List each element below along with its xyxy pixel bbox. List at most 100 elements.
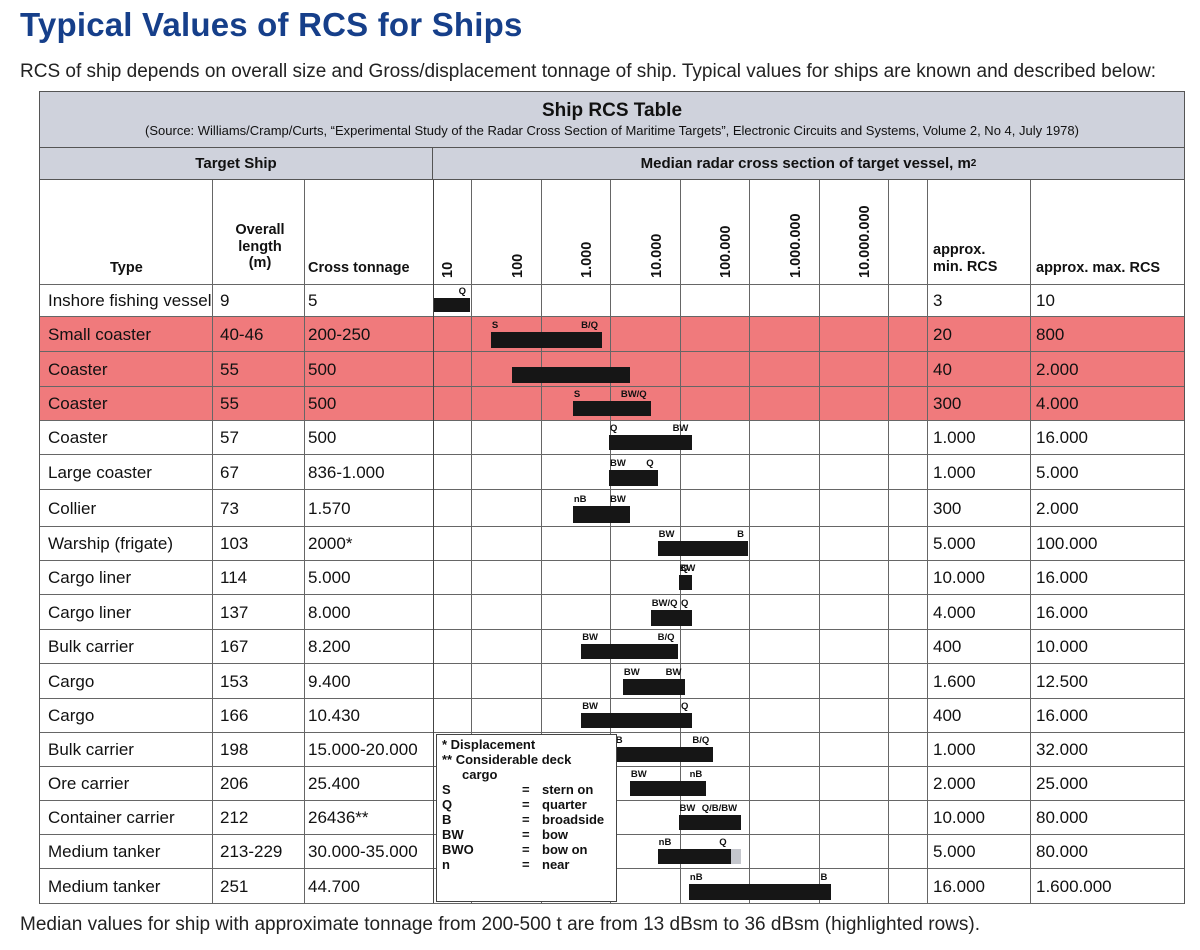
rcs-range-bar <box>657 849 731 864</box>
legend-note-displacement: * Displacement <box>442 737 536 752</box>
row-tonnage: 5.000 <box>308 568 351 587</box>
aspect-label: BW/Q <box>651 598 678 609</box>
rcs-range-bar <box>609 747 714 762</box>
row-tonnage: 5 <box>308 291 318 310</box>
row-type: Cargo liner <box>48 568 132 587</box>
row-type: Bulk carrier <box>48 740 134 759</box>
rcs-range-bar <box>688 884 832 900</box>
header-length-line2: length <box>238 238 282 255</box>
rcs-range-bar <box>572 506 630 523</box>
table-row <box>40 595 1184 630</box>
legend-code: n <box>442 857 450 872</box>
aspect-label: Q <box>681 598 689 609</box>
row-tonnage: 30.000-35.000 <box>308 842 418 861</box>
legend-code: Q <box>442 797 453 812</box>
aspect-label: nB <box>689 769 703 780</box>
row-max-rcs: 25.000 <box>1036 774 1088 793</box>
row-length: 251 <box>220 876 249 896</box>
aspect-label: Q <box>646 458 654 469</box>
row-max-rcs: 2.000 <box>1036 359 1079 379</box>
row-max-rcs: 12.500 <box>1036 671 1088 691</box>
row-tonnage: 500 <box>308 394 337 413</box>
row-min-rcs: 10.000 <box>933 808 985 827</box>
row-min-rcs: 1.600 <box>933 671 976 691</box>
column-divider <box>819 180 820 903</box>
scale-label: 10.000 <box>648 233 665 278</box>
row-tonnage: 836-1.000 <box>308 462 385 482</box>
row-length: 198 <box>220 740 249 759</box>
row-type: Cargo <box>48 706 95 725</box>
row-min-rcs: 3 <box>933 291 943 310</box>
column-divider <box>304 180 305 903</box>
row-length: 55 <box>220 394 239 413</box>
aspect-label: BW <box>623 667 640 678</box>
row-min-rcs: 40 <box>933 359 952 379</box>
legend-meaning: bow <box>542 827 568 842</box>
column-divider <box>610 180 611 903</box>
legend-item: S = stern on <box>442 782 611 797</box>
row-min-rcs: 5.000 <box>933 534 976 553</box>
rcs-range-bar <box>609 435 693 450</box>
legend-code: BW <box>442 827 464 842</box>
row-tonnage: 25.400 <box>308 774 360 793</box>
header-min-rcs: approx. min. RCS <box>933 242 1028 275</box>
header-type: Type <box>110 260 143 276</box>
legend-items: S = stern on Q = quarter B = broadside BW = bow BWO =… <box>442 782 611 872</box>
legend-code: BWO <box>442 842 474 857</box>
row-type: Ore carrier <box>48 774 130 793</box>
row-min-rcs: 10.000 <box>933 568 985 587</box>
row-max-rcs: 80.000 <box>1036 808 1088 827</box>
aspect-label: S <box>573 389 581 400</box>
scale-label: 10 <box>440 261 456 278</box>
column-divider <box>433 180 434 903</box>
row-max-rcs: 4.000 <box>1036 394 1079 413</box>
header-tonnage: Cross tonnage <box>308 260 410 276</box>
row-length: 212 <box>220 808 249 827</box>
table-banner: Ship RCS Table (Source: Williams/Cramp/C… <box>40 92 1184 148</box>
row-max-rcs: 16.000 <box>1036 568 1088 587</box>
ship-rcs-table: Ship RCS Table (Source: Williams/Cramp/C… <box>39 91 1185 904</box>
aspect-label: BW <box>630 769 647 780</box>
aspect-label: B <box>737 529 744 540</box>
row-length: 166 <box>220 706 249 725</box>
aspect-label: BW <box>610 494 626 505</box>
row-length: 167 <box>220 637 249 656</box>
row-length: 40-46 <box>220 324 264 344</box>
rcs-range-bar <box>511 367 630 383</box>
aspect-label: Q/B/BW <box>701 803 738 814</box>
aspect-label: BW <box>582 701 599 712</box>
rcs-range-bar <box>572 401 651 416</box>
aspect-label: Q <box>458 286 466 297</box>
table-row <box>40 561 1184 595</box>
aspect-label: B/Q <box>581 320 599 331</box>
table-title: Ship RCS Table <box>541 100 683 121</box>
aspect-label: B <box>820 872 828 883</box>
aspect-label: BW <box>582 632 599 643</box>
row-max-rcs: 32.000 <box>1036 740 1088 759</box>
aspect-label: nB <box>573 494 587 505</box>
row-type: Warship (frigate) <box>48 534 174 553</box>
row-type: Medium tanker <box>48 842 161 861</box>
row-type: Small coaster <box>48 324 151 344</box>
aspect-label: S <box>491 320 499 331</box>
row-type: Collier <box>48 498 97 518</box>
column-divider <box>749 180 750 903</box>
row-max-rcs: 2.000 <box>1036 498 1079 518</box>
row-length: 206 <box>220 774 249 793</box>
scale-label: 100.000 <box>718 225 734 278</box>
legend-meaning: near <box>542 857 570 872</box>
rcs-range-bar <box>622 679 686 695</box>
row-min-rcs: 400 <box>933 706 962 725</box>
aspect-label: BW <box>658 529 675 540</box>
row-min-rcs: 4.000 <box>933 602 976 622</box>
row-tonnage: 10.430 <box>308 706 360 725</box>
row-tonnage: 200-250 <box>308 324 371 344</box>
table-row <box>40 285 1184 317</box>
row-tonnage: 9.400 <box>308 671 351 691</box>
column-divider <box>212 180 213 903</box>
row-type: Large coaster <box>48 462 152 482</box>
rcs-range-bar <box>650 610 693 626</box>
column-divider <box>541 180 542 903</box>
legend-box: * Displacement ** Considerable deck carg… <box>436 734 617 902</box>
legend-equals: = <box>522 782 530 797</box>
